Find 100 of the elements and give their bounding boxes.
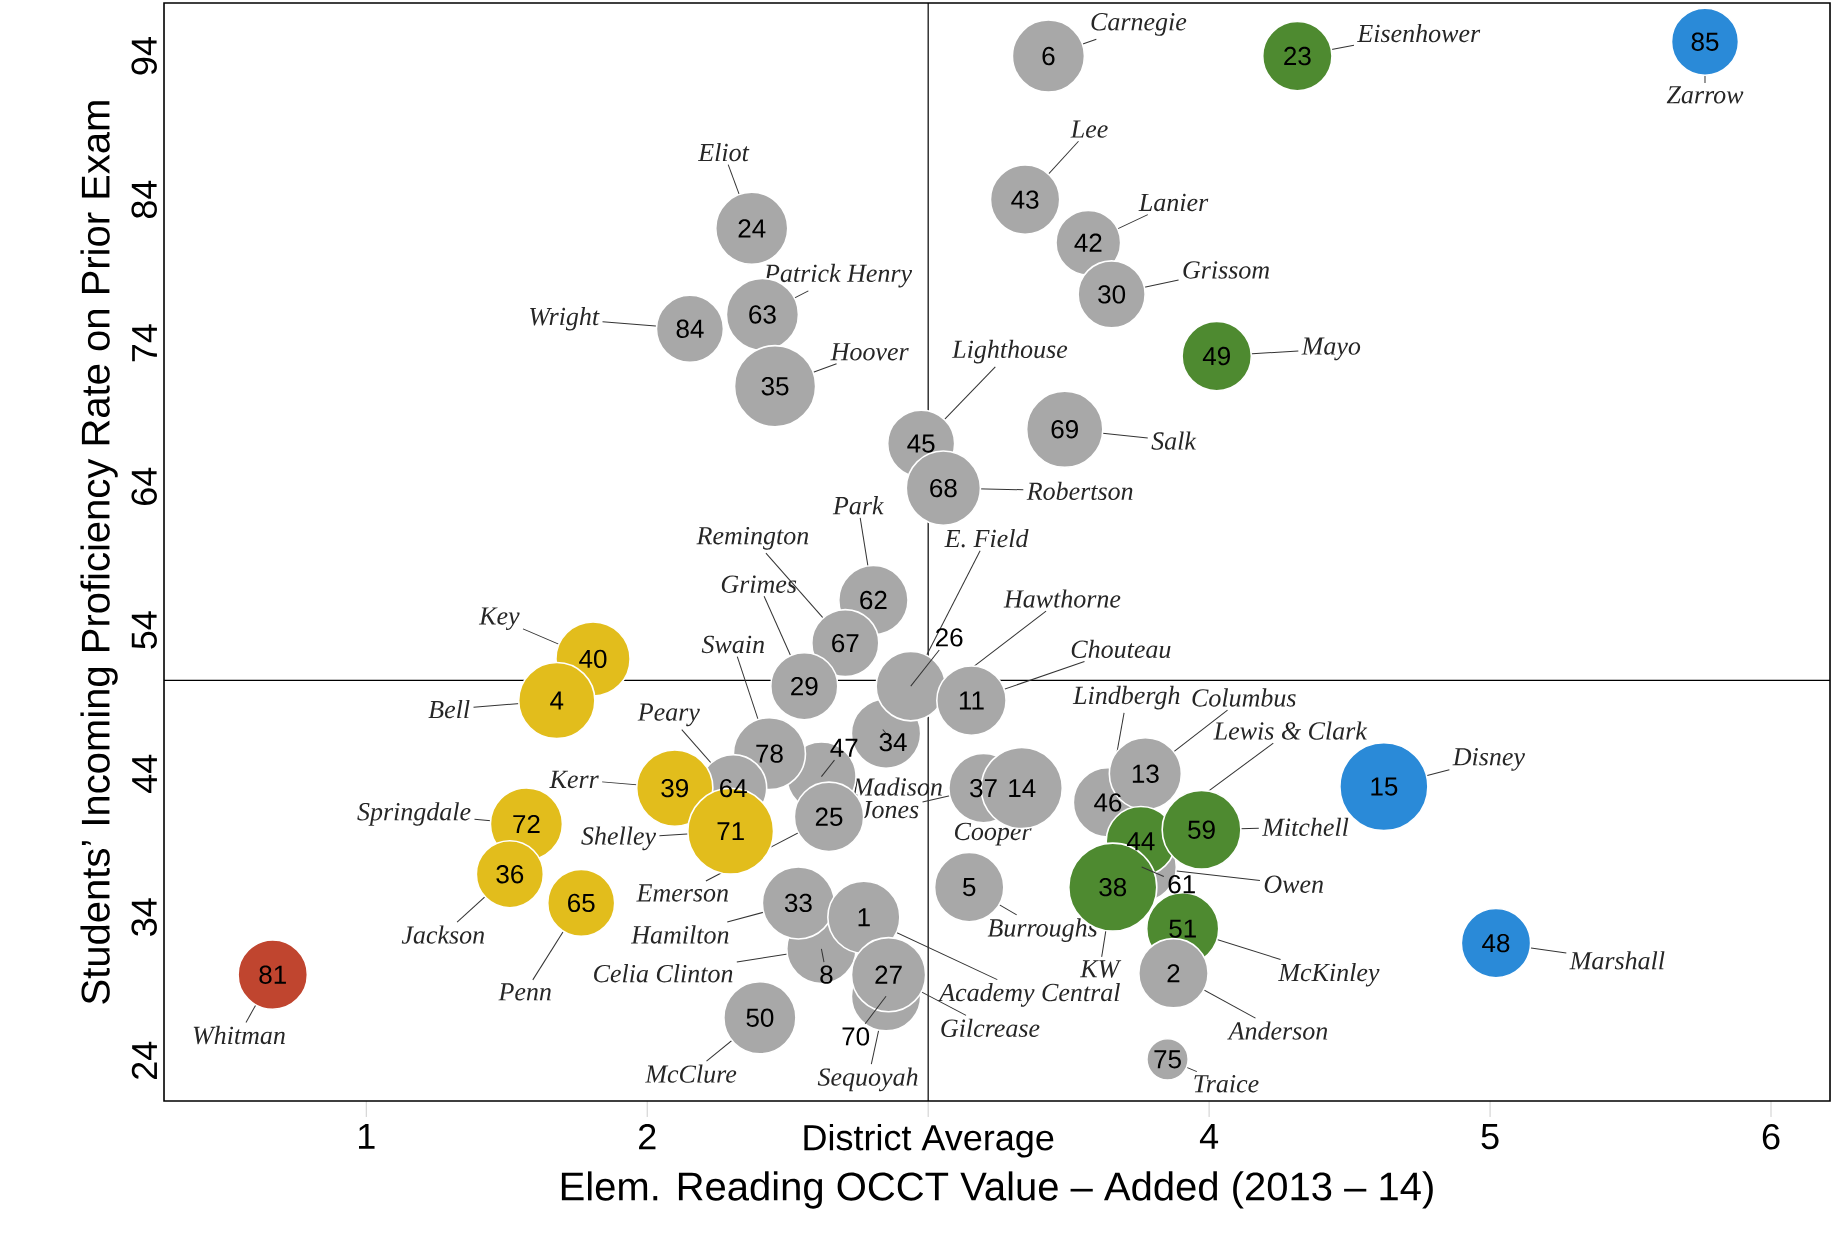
annotation: 40 [579,649,607,669]
annotation: Burroughs [987,918,1097,942]
annotation: Celia Clinton [594,964,733,983]
annotation: Jones [860,801,919,819]
annotation: Penn [498,983,551,1001]
annotation: 38 [1099,877,1127,897]
annotation: 4 [550,691,564,710]
annotation: Eisenhower [1357,23,1481,43]
x-tick-label: 5 [1481,1124,1499,1150]
annotation: 30 [1098,285,1126,304]
annotation: Zarrow [1666,86,1744,104]
annotation: 25 [815,807,843,826]
annotation: Jackson [401,925,485,944]
y-tick-label: 64 [131,467,157,505]
annotation: Academy Central [937,983,1120,1007]
annotation: 14 [1009,779,1036,798]
annotation: Lee [1070,120,1108,138]
annotation: 33 [784,893,812,913]
annotation: 24 [738,219,766,238]
annotation: 6 [1042,46,1055,66]
annotation: Remington [696,526,809,550]
annotation: 39 [661,778,688,798]
annotation: 34 [879,732,907,752]
annotation: Park [832,496,884,515]
annotation: 78 [756,744,783,763]
annotation: 70 [842,1027,870,1046]
annotation: 46 [1094,793,1122,812]
annotation: Mitchell [1261,817,1349,837]
annotation: Chouteau [1071,639,1171,659]
annotation: 49 [1202,346,1230,366]
annotation: KW [1079,960,1122,978]
annotation: Hamilton [630,925,729,944]
annotation: 75 [1154,1050,1181,1069]
y-tick-label: 94 [131,37,157,75]
annotation: 50 [746,1008,774,1027]
annotation: Bell [428,699,470,719]
annotation: Shelley [581,826,657,851]
annotation: Hoover [830,343,909,361]
annotation: 45 [907,434,935,453]
annotation: Key [478,607,520,631]
annotation: Columbus [1192,688,1296,707]
annotation: 23 [1284,46,1311,66]
annotation: Swain [701,635,764,654]
annotation: Wright [530,307,600,331]
annotation: 65 [568,893,595,913]
y-tick-label: 24 [131,1041,157,1079]
y-tick-label: 44 [132,754,157,793]
annotation: 1 [858,908,870,927]
annotation: Marshall [1569,951,1665,970]
y-tick-label: 74 [132,324,157,362]
annotation: 15 [1371,777,1398,796]
annotation: Lanier [1138,193,1209,212]
x-tick-label: District Average [804,1124,1054,1158]
annotation: Gilcrease [941,1018,1040,1038]
annotation: 8 [820,965,833,984]
x-tick-label: 6 [1762,1124,1780,1150]
annotation: Sequoyah [817,1067,918,1092]
annotation: 68 [930,478,957,498]
y-tick-label: 84 [131,180,157,219]
annotation: 44 [1126,832,1155,851]
annotation: Grissom [1183,261,1269,279]
x-tick-label: 4 [1199,1124,1219,1149]
annotation: 62 [860,590,887,610]
x-axis-title: Elem. Reading OCCT Value – Added (2013 – 14) [561,1171,1433,1209]
annotation: Peary [637,703,700,727]
annotation: 72 [513,814,540,834]
annotation: 59 [1188,820,1215,839]
annotation: Disney [1452,748,1525,771]
annotation: 27 [875,965,902,984]
annotation: 71 [717,822,744,841]
annotation: McClure [645,1064,737,1083]
y-tick-label: 34 [131,898,157,936]
annotation: Cooper [954,822,1032,846]
annotation: Lewis & Clark [1213,721,1368,740]
annotation: 67 [832,633,859,653]
annotation: McKinley [1278,962,1380,987]
annotation: 69 [1051,420,1078,439]
annotation: 63 [749,305,776,324]
x-tick-label: 1 [359,1124,375,1149]
annotation: 61 [1168,875,1195,894]
annotation: 43 [1011,190,1039,209]
annotation: 48 [1482,933,1510,953]
annotation: Emerson [636,884,728,902]
annotation: 84 [676,319,704,338]
annotation: 51 [1169,919,1196,938]
annotation: Hawthorne [1003,589,1121,608]
annotation: Robertson [1026,481,1133,501]
annotation: 85 [1691,32,1719,51]
annotation: E. Field [944,528,1029,548]
annotation: Owen [1264,875,1323,893]
annotation: 37 [970,778,997,798]
annotation: 42 [1074,233,1102,252]
annotation: 2 [1167,964,1180,983]
annotation: 81 [259,965,286,984]
annotation: 36 [496,864,524,884]
annotation: 13 [1132,764,1159,783]
annotation: Salk [1151,431,1197,450]
annotation: Mayo [1301,337,1361,361]
y-tick-label: 54 [131,611,157,649]
annotation: Carnegie [1091,13,1187,36]
